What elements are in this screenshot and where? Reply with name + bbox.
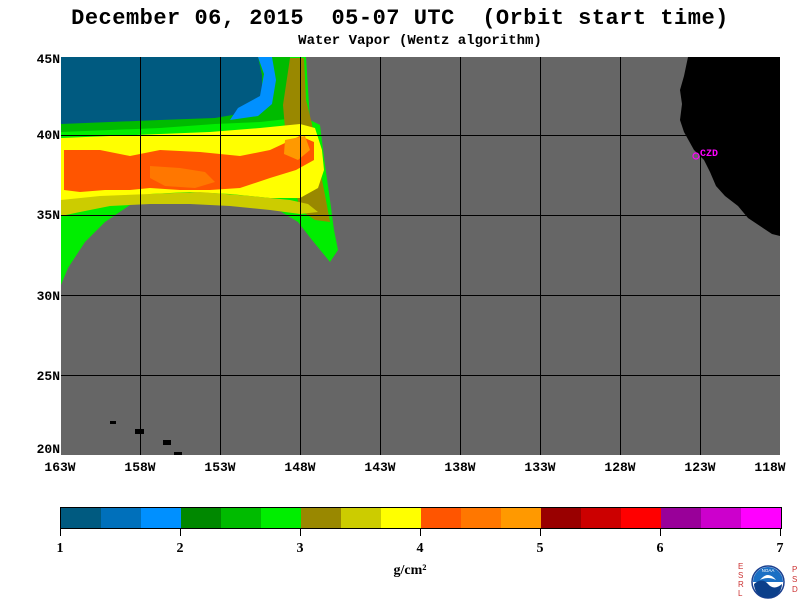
island-kauai bbox=[110, 421, 116, 424]
noaa-emblem-icon: E S R L P S D NOAA bbox=[738, 562, 798, 599]
lat-lon-grid bbox=[61, 57, 780, 455]
colorbar-segment bbox=[301, 508, 341, 528]
colorbar-segment bbox=[261, 508, 301, 528]
colorbar-segment bbox=[381, 508, 421, 528]
hawaiian-islands bbox=[110, 421, 182, 455]
colorbar-label-2: 2 bbox=[176, 541, 184, 556]
logo-letter-l: L bbox=[738, 589, 743, 598]
vapor-band-khaki bbox=[61, 192, 318, 216]
colorbar-tick-3 bbox=[300, 528, 301, 536]
island-oahu bbox=[135, 429, 144, 434]
island-hawaii bbox=[174, 452, 182, 455]
colorbar-label-6: 6 bbox=[656, 541, 664, 556]
logo-letter-s: S bbox=[738, 571, 743, 580]
colorbar-segment bbox=[61, 508, 101, 528]
colorbar-segment bbox=[221, 508, 261, 528]
colorbar-tick-6 bbox=[660, 528, 661, 536]
colorbar-label-5: 5 bbox=[536, 541, 544, 556]
water-vapor-map: CZD bbox=[61, 57, 780, 455]
logo-letter-d: D bbox=[792, 585, 798, 594]
colorbar-tick-4 bbox=[420, 528, 421, 536]
colorbar-segment bbox=[621, 508, 661, 528]
colorbar-label-7: 7 bbox=[776, 541, 784, 556]
vapor-band-orange bbox=[64, 136, 314, 192]
noaa-logo: E S R L P S D NOAA bbox=[736, 560, 800, 600]
colorbar-segment bbox=[461, 508, 501, 528]
colorbar-segment bbox=[181, 508, 221, 528]
lon-label-133w: 133W bbox=[524, 460, 556, 475]
lon-label-123w: 123W bbox=[684, 460, 716, 475]
water-vapor-field bbox=[61, 57, 338, 285]
lon-label-118w: 118W bbox=[754, 460, 786, 475]
colorbar-segment bbox=[101, 508, 141, 528]
lon-label-143w: 143W bbox=[364, 460, 396, 475]
colorbar-tick-2 bbox=[180, 528, 181, 536]
colorbar-segment bbox=[501, 508, 541, 528]
lat-label-35n: 35N bbox=[36, 208, 60, 223]
station-label: CZD bbox=[700, 149, 718, 160]
station-czd: CZD bbox=[692, 149, 718, 160]
colorbar-label-1: 1 bbox=[56, 541, 64, 556]
lat-label-30n: 30N bbox=[36, 289, 60, 304]
colorbar-segment bbox=[701, 508, 741, 528]
lon-label-138w: 138W bbox=[444, 460, 476, 475]
vapor-band-darkblue bbox=[61, 57, 262, 124]
logo-letter-p: P bbox=[792, 565, 797, 574]
colorbar-label-3: 3 bbox=[296, 541, 304, 556]
station-marker-icon bbox=[692, 152, 700, 160]
colorbar bbox=[60, 507, 782, 529]
land-california bbox=[680, 57, 780, 236]
colorbar-segment bbox=[421, 508, 461, 528]
colorbar-segment bbox=[581, 508, 621, 528]
lat-label-20n: 20N bbox=[36, 442, 60, 457]
lat-label-45n: 45N bbox=[36, 52, 60, 67]
logo-letter-e: E bbox=[738, 562, 743, 571]
island-maui bbox=[163, 440, 171, 445]
map-title: December 06, 2015 05-07 UTC (Orbit start… bbox=[71, 6, 729, 31]
colorbar-segment bbox=[661, 508, 701, 528]
colorbar-tick-5 bbox=[540, 528, 541, 536]
logo-letter-r: R bbox=[738, 580, 744, 589]
lat-label-25n: 25N bbox=[36, 369, 60, 384]
logo-emblem-text: NOAA bbox=[762, 568, 775, 573]
colorbar-segment bbox=[141, 508, 181, 528]
colorbar-segment bbox=[341, 508, 381, 528]
vapor-patch-lightorange bbox=[150, 166, 215, 188]
colorbar-tick-7 bbox=[780, 528, 781, 536]
lon-label-163w: 163W bbox=[44, 460, 76, 475]
lon-label-148w: 148W bbox=[284, 460, 316, 475]
colorbar-segment bbox=[741, 508, 781, 528]
colorbar-units: g/cm² bbox=[393, 563, 427, 578]
vapor-patch-lightorange-2 bbox=[284, 136, 310, 160]
lat-label-40n: 40N bbox=[36, 128, 60, 143]
colorbar-tick-1 bbox=[60, 528, 61, 536]
logo-letter-s2: S bbox=[792, 575, 797, 584]
lon-label-153w: 153W bbox=[204, 460, 236, 475]
lon-label-158w: 158W bbox=[124, 460, 156, 475]
map-subtitle: Water Vapor (Wentz algorithm) bbox=[298, 33, 542, 49]
map-canvas: CZD bbox=[61, 57, 780, 455]
lon-label-128w: 128W bbox=[604, 460, 636, 475]
colorbar-label-4: 4 bbox=[416, 541, 424, 556]
vapor-band-blue bbox=[230, 57, 276, 120]
colorbar-segment bbox=[541, 508, 581, 528]
